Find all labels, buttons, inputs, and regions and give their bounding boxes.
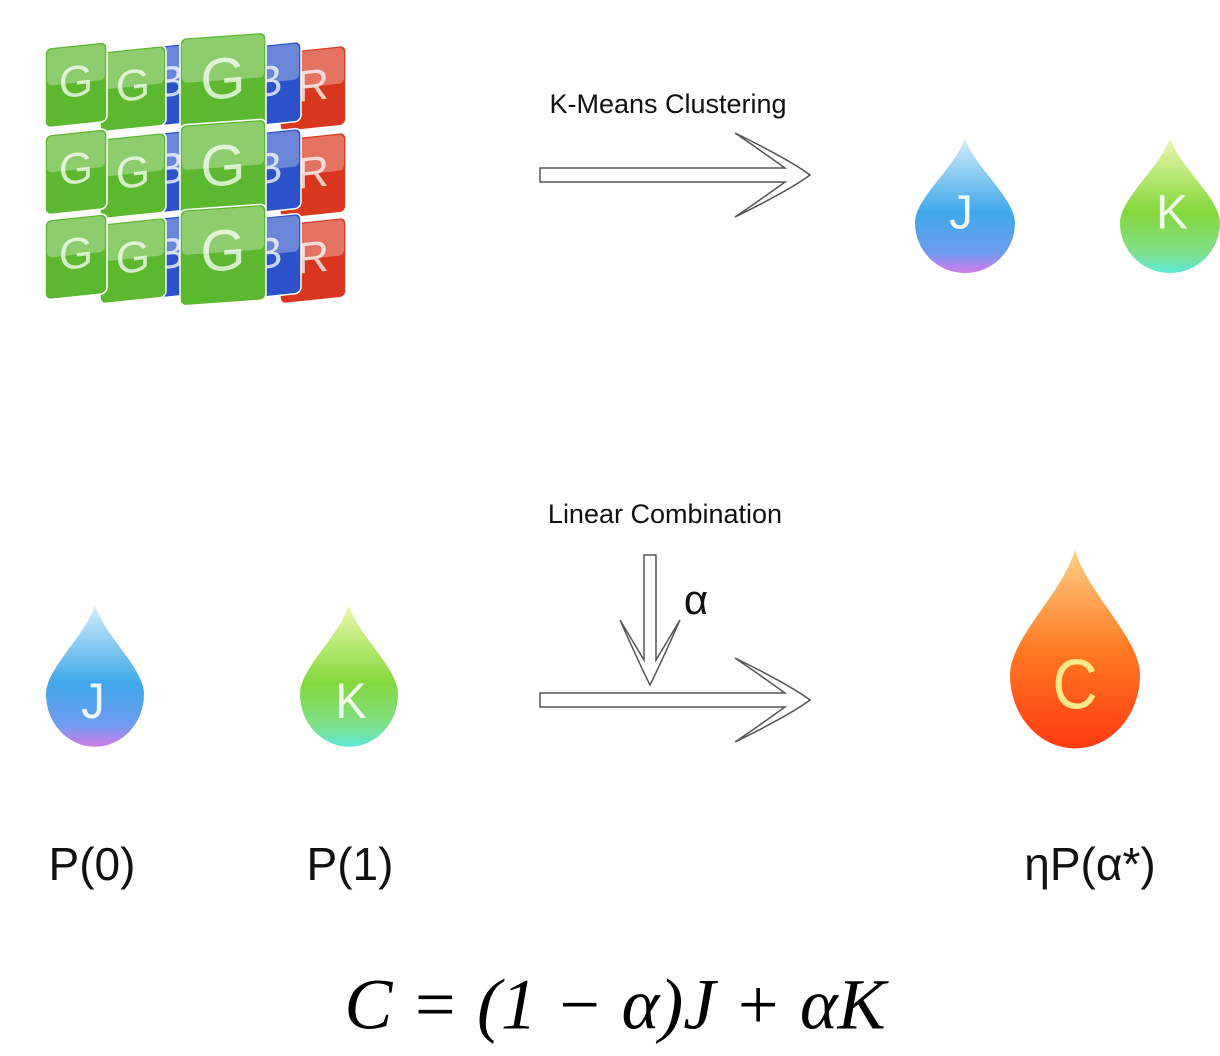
- tile-letter: R: [297, 147, 329, 199]
- tile: G: [45, 41, 107, 128]
- tile-letter: G: [59, 228, 93, 280]
- drop-letter: C: [1052, 646, 1097, 724]
- parameter: α: [684, 576, 708, 623]
- cluster-drop: K: [1120, 138, 1220, 273]
- tile: G: [180, 32, 266, 134]
- tile-letter: G: [59, 143, 93, 195]
- formula: C = (1 − α)J + αK: [344, 965, 889, 1045]
- input-drop: K: [300, 605, 398, 747]
- tile-letter: G: [116, 231, 150, 283]
- drop-letter: K: [335, 674, 366, 730]
- caption: P(1): [307, 838, 394, 890]
- drop-letter: J: [81, 674, 105, 730]
- tile-letter: G: [200, 217, 245, 285]
- arrow: [540, 133, 810, 217]
- output-drop: C: [1010, 550, 1140, 748]
- arrow: [620, 555, 680, 685]
- caption: P(0): [49, 838, 136, 890]
- tile: G: [180, 204, 266, 306]
- tile-letter: R: [297, 60, 329, 112]
- tile: G: [45, 213, 107, 300]
- drop-letter: K: [1156, 187, 1188, 240]
- arrow-label: K-Means Clustering: [549, 89, 786, 119]
- cluster-drop: J: [915, 138, 1015, 273]
- tile-letter: G: [116, 146, 150, 198]
- tile-letter: R: [297, 232, 329, 284]
- tile: G: [100, 132, 166, 219]
- drop-letter: J: [949, 187, 973, 240]
- tile-letter: G: [200, 132, 245, 200]
- tile: G: [100, 217, 166, 304]
- tile: G: [45, 128, 107, 215]
- tile-letter: G: [116, 59, 150, 111]
- input-drop: J: [46, 605, 144, 747]
- caption: ηP(α*): [1024, 838, 1155, 890]
- arrow: [540, 658, 810, 742]
- tile: G: [100, 45, 166, 132]
- arrow-label: Linear Combination: [548, 499, 782, 529]
- tile-letter: G: [200, 45, 245, 113]
- diagram: RBBGGGRBBGGGRBBGGG K-Means Clustering J …: [0, 0, 1220, 1056]
- tile-letter: G: [59, 56, 93, 108]
